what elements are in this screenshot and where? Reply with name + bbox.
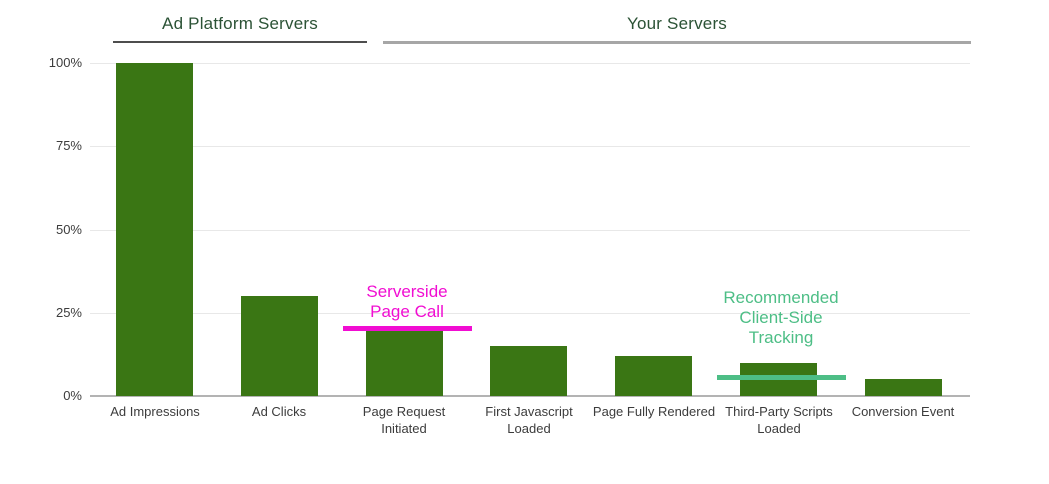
bar-page-request-initiated xyxy=(366,329,443,396)
y-tick-label-0: 0% xyxy=(63,388,82,403)
annotation-recommended-client-side-tracking: Recommended Client-Side Tracking xyxy=(723,288,839,347)
gridline-50 xyxy=(90,229,970,231)
y-tick-label-50: 50% xyxy=(55,221,82,237)
bar-page-fully-rendered xyxy=(615,356,692,396)
group-header-your-servers: Your Servers xyxy=(626,14,728,33)
annotation-serverside-page-call: Serverside Page Call xyxy=(366,282,448,321)
x-tick-label-ad-clicks: Ad Clicks xyxy=(251,404,307,419)
gridline-25 xyxy=(90,312,970,314)
group-header-ad-platform-servers: Ad Platform Servers xyxy=(162,14,318,33)
bar-ad-clicks xyxy=(241,296,318,396)
annotation-serverside-page-call-line xyxy=(343,326,472,331)
group-rule-ad-platform-servers xyxy=(113,41,367,43)
x-tick-label-conversion-event: Conversion Event xyxy=(851,404,955,419)
y-tick-label-100: 100% xyxy=(48,55,82,70)
x-axis-baseline xyxy=(90,395,970,397)
gridline-100 xyxy=(90,63,970,64)
bar-ad-impressions xyxy=(116,63,193,396)
bar-first-javascript-loaded xyxy=(490,346,567,396)
y-tick-label-75: 75% xyxy=(55,138,82,154)
x-tick-label-third-party-scripts-loaded: Third-Party Scripts Loaded xyxy=(725,404,833,436)
x-tick-label-ad-impressions: Ad Impressions xyxy=(110,404,200,419)
group-rule-your-servers xyxy=(383,41,971,44)
gridline-75 xyxy=(90,146,970,148)
x-tick-label-first-javascript-loaded: First Javascript Loaded xyxy=(485,404,573,436)
bar-conversion-event xyxy=(865,379,942,396)
annotation-recommended-client-side-tracking-line xyxy=(717,375,846,380)
y-tick-label-25: 25% xyxy=(55,304,82,320)
x-tick-label-page-request-initiated: Page Request Initiated xyxy=(362,404,446,436)
x-tick-label-page-fully-rendered: Page Fully Rendered xyxy=(592,404,716,419)
